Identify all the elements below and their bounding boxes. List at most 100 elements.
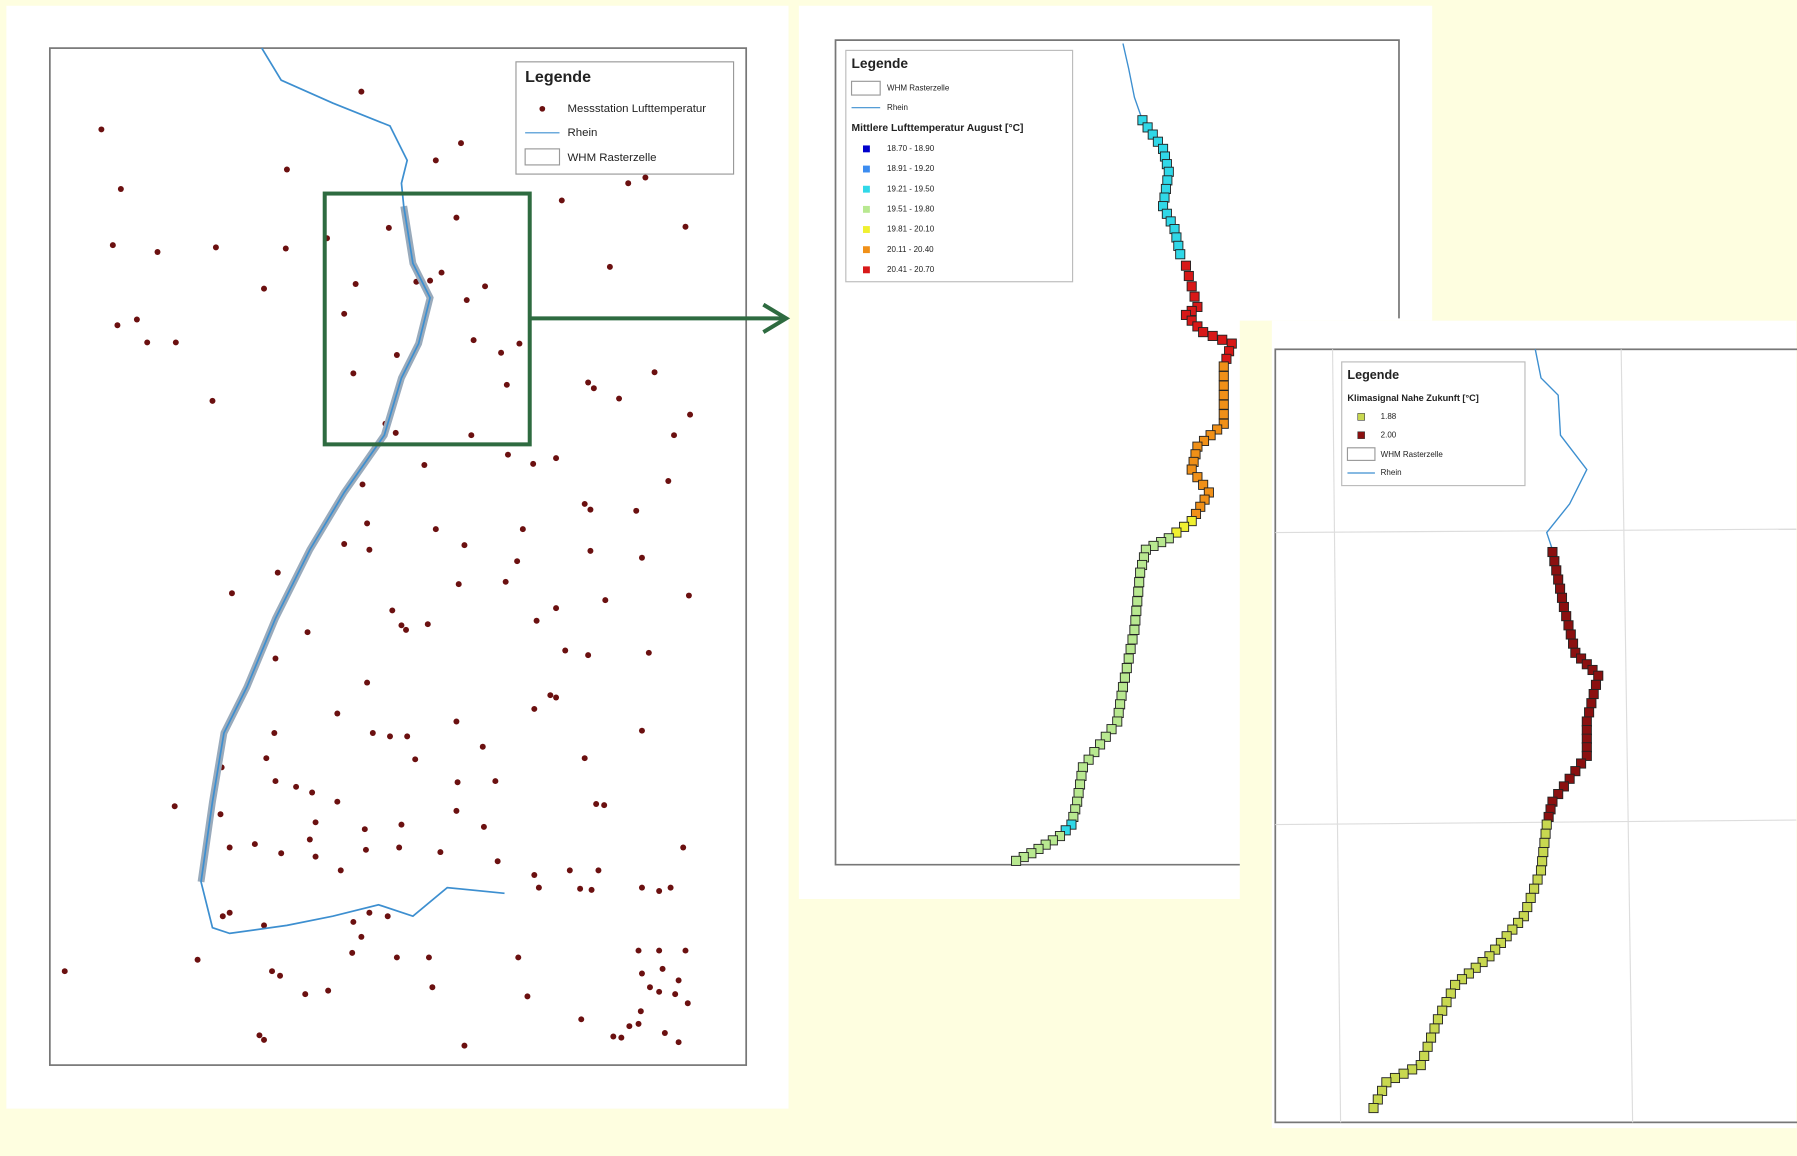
raster-cell <box>1568 638 1579 649</box>
station <box>616 395 623 402</box>
raster-cell <box>1389 1072 1401 1084</box>
station <box>133 316 140 323</box>
legend-subtitle: Klimasignal Nahe Zukunft [°C] <box>1347 393 1478 403</box>
station <box>349 949 356 956</box>
raster-cell <box>1083 754 1094 765</box>
station <box>687 411 694 418</box>
raster-cell <box>1060 825 1071 836</box>
raster-cell <box>1132 596 1143 607</box>
raster-cell <box>1518 911 1529 922</box>
station <box>194 956 201 963</box>
legend-symbol <box>1357 413 1365 421</box>
raster-cell <box>1565 629 1576 640</box>
legend-item: WHM Rasterzelle <box>1381 450 1444 459</box>
legend-box <box>845 49 1074 283</box>
grid-line <box>1331 349 1342 1123</box>
station <box>172 339 179 346</box>
map-frame <box>1274 348 1797 1124</box>
station <box>482 283 489 290</box>
station <box>438 269 445 276</box>
station <box>468 432 475 439</box>
station <box>154 248 161 255</box>
station <box>610 1033 617 1040</box>
station <box>618 1034 625 1041</box>
station <box>531 705 538 712</box>
legend-item: WHM Rasterzelle <box>887 83 950 92</box>
raster-cell <box>1581 659 1592 670</box>
raster-cell <box>1125 643 1136 655</box>
station <box>261 285 267 292</box>
station <box>638 554 645 561</box>
raster-cell <box>1123 653 1134 664</box>
raster-cell <box>1445 988 1456 999</box>
station <box>531 872 538 878</box>
raster-cell <box>1205 430 1216 441</box>
station <box>212 244 219 251</box>
legend-title: Legende <box>1347 368 1399 382</box>
legend-item: 1.88 <box>1381 412 1397 421</box>
station <box>675 1039 682 1046</box>
legend-symbol <box>1357 431 1365 439</box>
grid-line <box>1620 349 1634 1123</box>
station <box>271 729 278 736</box>
raster-cell <box>1137 115 1148 126</box>
raster-cell <box>1381 1077 1392 1088</box>
legend-item: 18.91 - 19.20 <box>887 164 935 173</box>
station <box>309 789 316 796</box>
map-frame <box>834 39 1400 866</box>
station <box>479 743 486 750</box>
raster-cell <box>1189 291 1200 302</box>
station <box>587 506 594 513</box>
raster-cell <box>1576 653 1587 664</box>
legend-symbol <box>862 246 870 254</box>
station <box>682 947 689 954</box>
raster-cell <box>1218 370 1229 382</box>
station <box>117 185 124 192</box>
station <box>606 263 613 270</box>
station <box>341 310 348 317</box>
raster-cell <box>1217 334 1228 345</box>
raster-cell <box>1547 546 1558 558</box>
station <box>585 652 592 659</box>
station <box>581 755 588 762</box>
arrow-head <box>762 302 791 334</box>
raster-cell <box>1186 315 1197 326</box>
station <box>530 460 537 467</box>
raster-cell <box>1541 819 1552 830</box>
raster-cell <box>1555 583 1566 594</box>
station <box>404 733 411 740</box>
station <box>578 1016 585 1023</box>
station <box>312 819 319 826</box>
stations <box>61 88 694 1049</box>
raster-cell <box>1218 361 1229 372</box>
raster-cell <box>1398 1068 1409 1079</box>
station <box>502 578 509 585</box>
raster-cell <box>1160 183 1171 195</box>
station <box>98 126 105 133</box>
raster-cell <box>1127 634 1138 645</box>
station <box>387 733 393 740</box>
raster-cell <box>1563 620 1574 631</box>
station <box>334 710 341 717</box>
station <box>656 988 663 995</box>
raster-cell <box>1192 321 1203 332</box>
legend-subtitle: Mittlere Lufttemperatur August [°C] <box>852 123 1024 134</box>
raster-cell <box>1590 679 1602 690</box>
raster-cell <box>1513 917 1524 928</box>
legend-item: 19.51 - 19.80 <box>887 204 935 213</box>
station <box>635 1020 642 1027</box>
raster-cell <box>1173 240 1184 251</box>
raster-cell <box>1529 883 1540 894</box>
legend-item: 20.11 - 20.40 <box>887 245 934 254</box>
station <box>341 541 348 547</box>
raster-cell <box>1450 979 1461 990</box>
station <box>463 297 470 304</box>
station <box>626 1023 633 1030</box>
station <box>675 977 682 984</box>
raster-cell <box>1549 556 1560 567</box>
raster-cell <box>1539 837 1550 848</box>
station <box>547 692 554 699</box>
station <box>633 507 640 514</box>
station <box>587 547 594 554</box>
